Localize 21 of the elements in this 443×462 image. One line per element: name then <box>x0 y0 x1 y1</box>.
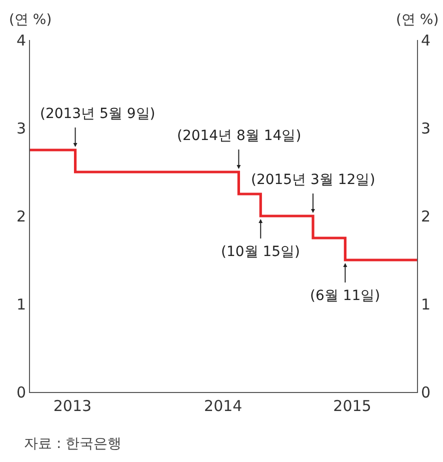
y2-axis-title: (연 %) <box>396 12 439 28</box>
y2-tick-label: 4 <box>421 31 431 50</box>
x-tick-label: 2014 <box>204 397 242 415</box>
y2-tick-label: 0 <box>421 383 431 402</box>
y-tick-label: 2 <box>16 207 26 226</box>
y2-tick-label: 2 <box>421 207 431 226</box>
y-tick-label: 0 <box>16 383 26 402</box>
y2-tick-label: 3 <box>421 119 431 138</box>
annotation: (6월 11일) <box>310 288 380 304</box>
y-tick-label: 1 <box>16 295 26 314</box>
x-tick-label: 2015 <box>333 397 372 415</box>
y-tick-label: 3 <box>16 119 26 138</box>
annotation: (2014년 8월 14일) <box>177 128 302 144</box>
y-tick-label: 4 <box>16 31 26 50</box>
y-axis-title: (연 %) <box>9 12 52 28</box>
x-tick-label: 2013 <box>53 397 92 415</box>
annotation: (10월 15일) <box>221 244 300 260</box>
y2-tick-label: 1 <box>421 295 431 314</box>
annotation: (2015년 3월 12일) <box>251 172 376 188</box>
annotation: (2013년 5월 9일) <box>40 106 156 122</box>
text: 자료 : 한국은행 <box>24 436 122 452</box>
